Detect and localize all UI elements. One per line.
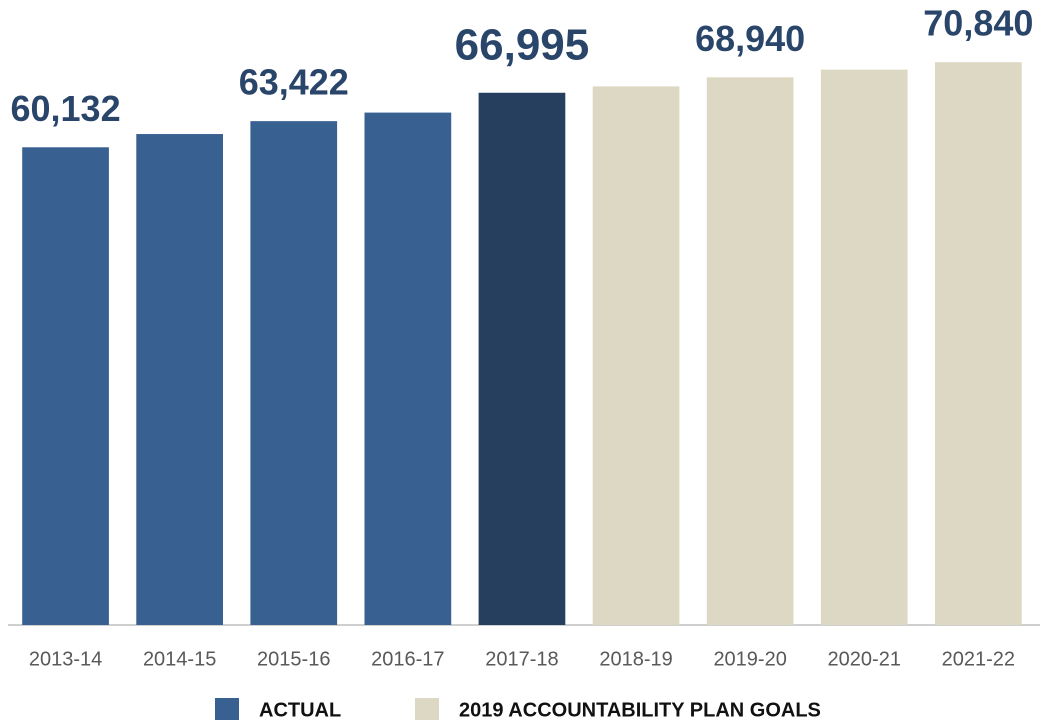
data-label: 68,940 <box>695 18 805 59</box>
data-label: 70,840 <box>923 3 1033 44</box>
legend-swatch <box>215 698 239 720</box>
data-label: 60,132 <box>10 88 120 129</box>
bar <box>478 92 566 625</box>
x-tick-label: 2020-21 <box>828 648 901 670</box>
bar <box>706 77 794 625</box>
data-label: 66,995 <box>455 20 590 69</box>
data-label: 63,422 <box>239 62 349 103</box>
x-tick-label: 2016-17 <box>371 648 444 670</box>
bar <box>820 69 908 625</box>
legend-label: ACTUAL <box>259 699 341 721</box>
bar <box>22 147 109 625</box>
bar <box>934 62 1022 625</box>
x-tick-label: 2013-14 <box>29 648 102 670</box>
x-tick-label: 2015-16 <box>257 648 330 670</box>
bar <box>364 112 452 626</box>
x-tick-label: 2014-15 <box>143 648 216 670</box>
legend-label: 2019 ACCOUNTABILITY PLAN GOALS <box>459 699 821 721</box>
x-tick-label: 2021-22 <box>942 648 1015 670</box>
x-tick-label: 2018-19 <box>599 648 672 670</box>
x-tick-label: 2017-18 <box>485 648 558 670</box>
legend-swatch <box>415 698 439 720</box>
x-tick-label: 2019-20 <box>713 648 786 670</box>
bar <box>250 121 338 625</box>
bar <box>136 134 224 626</box>
bar <box>592 86 680 625</box>
